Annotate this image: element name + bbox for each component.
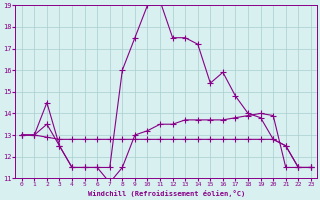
X-axis label: Windchill (Refroidissement éolien,°C): Windchill (Refroidissement éolien,°C) — [88, 190, 245, 197]
